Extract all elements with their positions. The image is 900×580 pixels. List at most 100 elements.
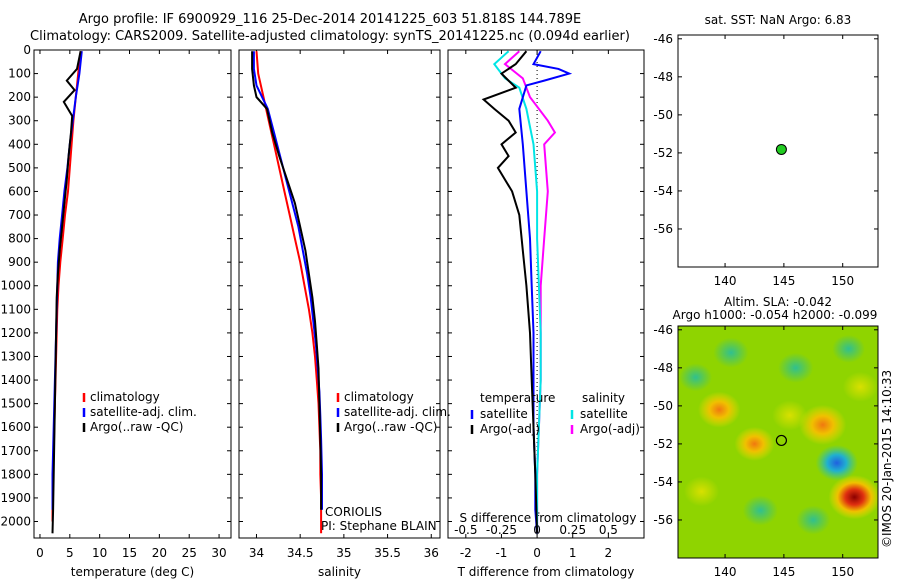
legend-label: Argo(..raw -QC): [90, 420, 183, 434]
x-tick-label: 0: [36, 546, 44, 560]
sla-anomaly-blob: [713, 337, 749, 368]
depth-tick-label: 600: [8, 184, 31, 198]
legend-label: climatology: [344, 390, 414, 404]
depth-tick-label: 200: [8, 90, 31, 104]
argo-location-ring: [775, 434, 788, 447]
location-map-title: sat. SST: NaN Argo: 6.83: [705, 13, 852, 27]
series-line-2-2: [252, 51, 323, 510]
x-tick-label: 25: [182, 546, 197, 560]
sla-anomaly-blob: [815, 444, 859, 481]
depth-tick-label: 100: [8, 67, 31, 81]
depth-tick-label: 1000: [0, 279, 31, 293]
sla-anomaly-blob: [734, 426, 775, 461]
figure-title-line2: Climatology: CARS2009. Satellite-adjuste…: [30, 29, 630, 44]
depth-tick-label: 1300: [0, 349, 31, 363]
depth-tick-label: 1200: [0, 326, 31, 340]
x2-tick-label: 0.25: [559, 523, 586, 537]
legend-label: climatology: [90, 390, 160, 404]
legend-label: satellite-adj. clim.: [90, 405, 197, 419]
sla-anomaly-blob: [772, 400, 808, 431]
annotation-pi: PI: Stephane BLAIN: [321, 519, 437, 533]
annotation-dac: CORIOLIS: [325, 505, 382, 519]
x2-tick-label: -0.25: [486, 523, 517, 537]
x-tick-label: 5: [66, 546, 74, 560]
lon-tick-label: 150: [831, 565, 854, 579]
depth-tick-label: 400: [8, 137, 31, 151]
lat-tick-label: -50: [653, 399, 673, 413]
lat-tick-label: -56: [653, 513, 673, 527]
lat-tick-label: -46: [653, 32, 673, 46]
lon-tick-label: 140: [714, 274, 737, 288]
sla-anomaly-blob: [679, 363, 713, 392]
x-tick-label: 35.5: [374, 546, 401, 560]
depth-tick-label: 1600: [0, 420, 31, 434]
depth-tick-label: 2000: [0, 514, 31, 528]
sla-background: [678, 326, 878, 558]
x-tick-label: 20: [152, 546, 167, 560]
lat-tick-label: -50: [653, 108, 673, 122]
sla-anomaly-blob: [799, 404, 847, 445]
depth-tick-label: 300: [8, 114, 31, 128]
sla-anomaly-blob: [742, 495, 778, 526]
legend-label: Argo(-adj): [480, 422, 540, 436]
x2-tick-label: 0.5: [599, 523, 618, 537]
legend-title-salinity: salinity: [582, 391, 625, 405]
lon-tick-label: 145: [772, 565, 795, 579]
x-tick-label: 35: [336, 546, 351, 560]
argo-location-marker: [775, 143, 787, 155]
sla-anomaly-blob: [842, 371, 878, 402]
lat-tick-label: -56: [653, 222, 673, 236]
figure-title-line1: Argo profile: IF 6900929_116 25-Dec-2014…: [78, 12, 582, 27]
x-axis-label: salinity: [318, 565, 361, 579]
x-tick-label: -2: [460, 546, 472, 560]
depth-tick-label: 1500: [0, 397, 31, 411]
x2-tick-label: -0.5: [454, 523, 477, 537]
lat-tick-label: -46: [653, 323, 673, 337]
x-axis-label: temperature (deg C): [71, 565, 194, 579]
x-tick-label: 36: [424, 546, 439, 560]
depth-tick-label: 800: [8, 232, 31, 246]
x-tick-label: 34: [249, 546, 264, 560]
sla-anomaly-blob: [828, 475, 878, 520]
profile-panel-2-frame: [238, 49, 441, 539]
depth-tick-label: 1100: [0, 302, 31, 316]
profile-panel-3-frame: [447, 49, 645, 539]
sla-map-subtitle: Argo h1000: -0.054 h2000: -0.099: [673, 308, 878, 322]
x-tick-label: 2: [605, 546, 613, 560]
sla-map-frame: [677, 325, 879, 559]
legend-label: satellite: [580, 407, 628, 421]
sla-anomaly-blob: [683, 476, 720, 507]
sla-anomaly-blob: [832, 334, 865, 363]
series-line-2-3: [251, 51, 323, 510]
series-line-3-3: [492, 50, 542, 534]
x-tick-label: -1: [495, 546, 507, 560]
x-tick-label: 15: [122, 546, 137, 560]
series-line-1-3: [51, 51, 82, 534]
x-tick-label: 30: [211, 546, 226, 560]
lat-tick-label: -54: [653, 475, 673, 489]
depth-tick-label: 1800: [0, 467, 31, 481]
lon-tick-label: 150: [831, 274, 854, 288]
depth-tick-label: 1700: [0, 444, 31, 458]
sla-anomaly-blob: [697, 391, 741, 428]
depth-tick-label: 700: [8, 208, 31, 222]
x-axis-label: T difference from climatology: [457, 565, 635, 579]
legend-label: satellite-adj. clim.: [344, 405, 451, 419]
lat-tick-label: -48: [653, 70, 673, 84]
x-tick-label: 1: [569, 546, 577, 560]
lon-tick-label: 140: [714, 565, 737, 579]
depth-tick-label: 1400: [0, 373, 31, 387]
legend-title-temperature: temperature: [480, 391, 555, 405]
series-line-3-2: [481, 50, 539, 534]
imos-watermark: ©IMOS 20-Jan-2015 14:10:33: [880, 370, 894, 548]
legend-label: Argo(..raw -QC): [344, 420, 437, 434]
location-map-frame: [677, 34, 879, 268]
depth-tick-label: 900: [8, 255, 31, 269]
sla-map-title: Altim. SLA: -0.042: [724, 295, 832, 309]
lat-tick-label: -52: [653, 437, 673, 451]
sla-anomaly-blob: [796, 505, 831, 535]
x-tick-label: 0: [533, 546, 541, 560]
x2-axis-label: S difference from climatology: [460, 511, 637, 525]
lat-tick-label: -48: [653, 361, 673, 375]
